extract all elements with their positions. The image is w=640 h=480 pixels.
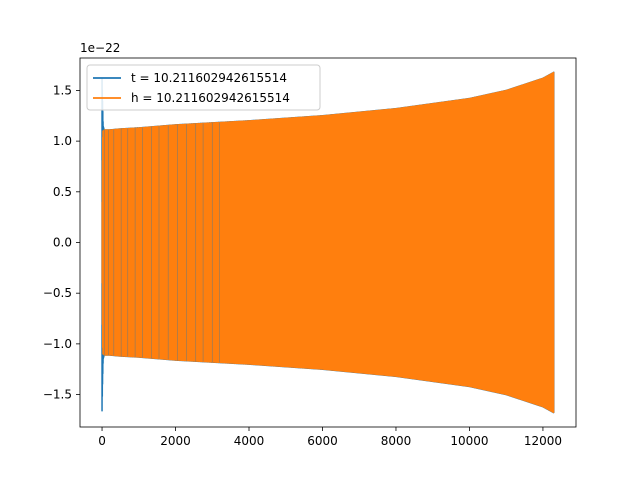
- legend-label: t = 10.211602942615514: [131, 71, 287, 85]
- x-tick-label: 4000: [234, 434, 265, 448]
- legend-box: [86, 64, 321, 111]
- x-axis-ticks: 0 2000 4000 6000 8000 10000 12000: [98, 427, 562, 448]
- plot-area: [79, 57, 577, 428]
- x-tick-label: 8000: [381, 434, 412, 448]
- y-tick-label: −0.5: [43, 286, 72, 300]
- y-axis-ticks: −1.5 −1.0 −0.5 0.0 0.5 1.0 1.5: [43, 83, 80, 402]
- y-tick-label: −1.5: [43, 388, 72, 402]
- y-tick-label: 1.5: [53, 83, 72, 97]
- y-tick-label: 0.0: [53, 236, 72, 250]
- data-layer: [101, 71, 555, 414]
- legend: t = 10.211602942615514 h = 10.21160294261…: [86, 64, 321, 111]
- x-tick-label: 10000: [450, 434, 488, 448]
- x-tick-label: 2000: [160, 434, 191, 448]
- y-offset-text: 1e−22: [80, 41, 120, 55]
- x-tick-label: 6000: [307, 434, 338, 448]
- x-tick-label: 12000: [524, 434, 562, 448]
- y-tick-label: 1.0: [53, 134, 72, 148]
- x-tick-label: 0: [98, 434, 106, 448]
- y-tick-label: −1.0: [43, 337, 72, 351]
- legend-label: h = 10.211602942615514: [131, 91, 290, 105]
- y-tick-label: 0.5: [53, 185, 72, 199]
